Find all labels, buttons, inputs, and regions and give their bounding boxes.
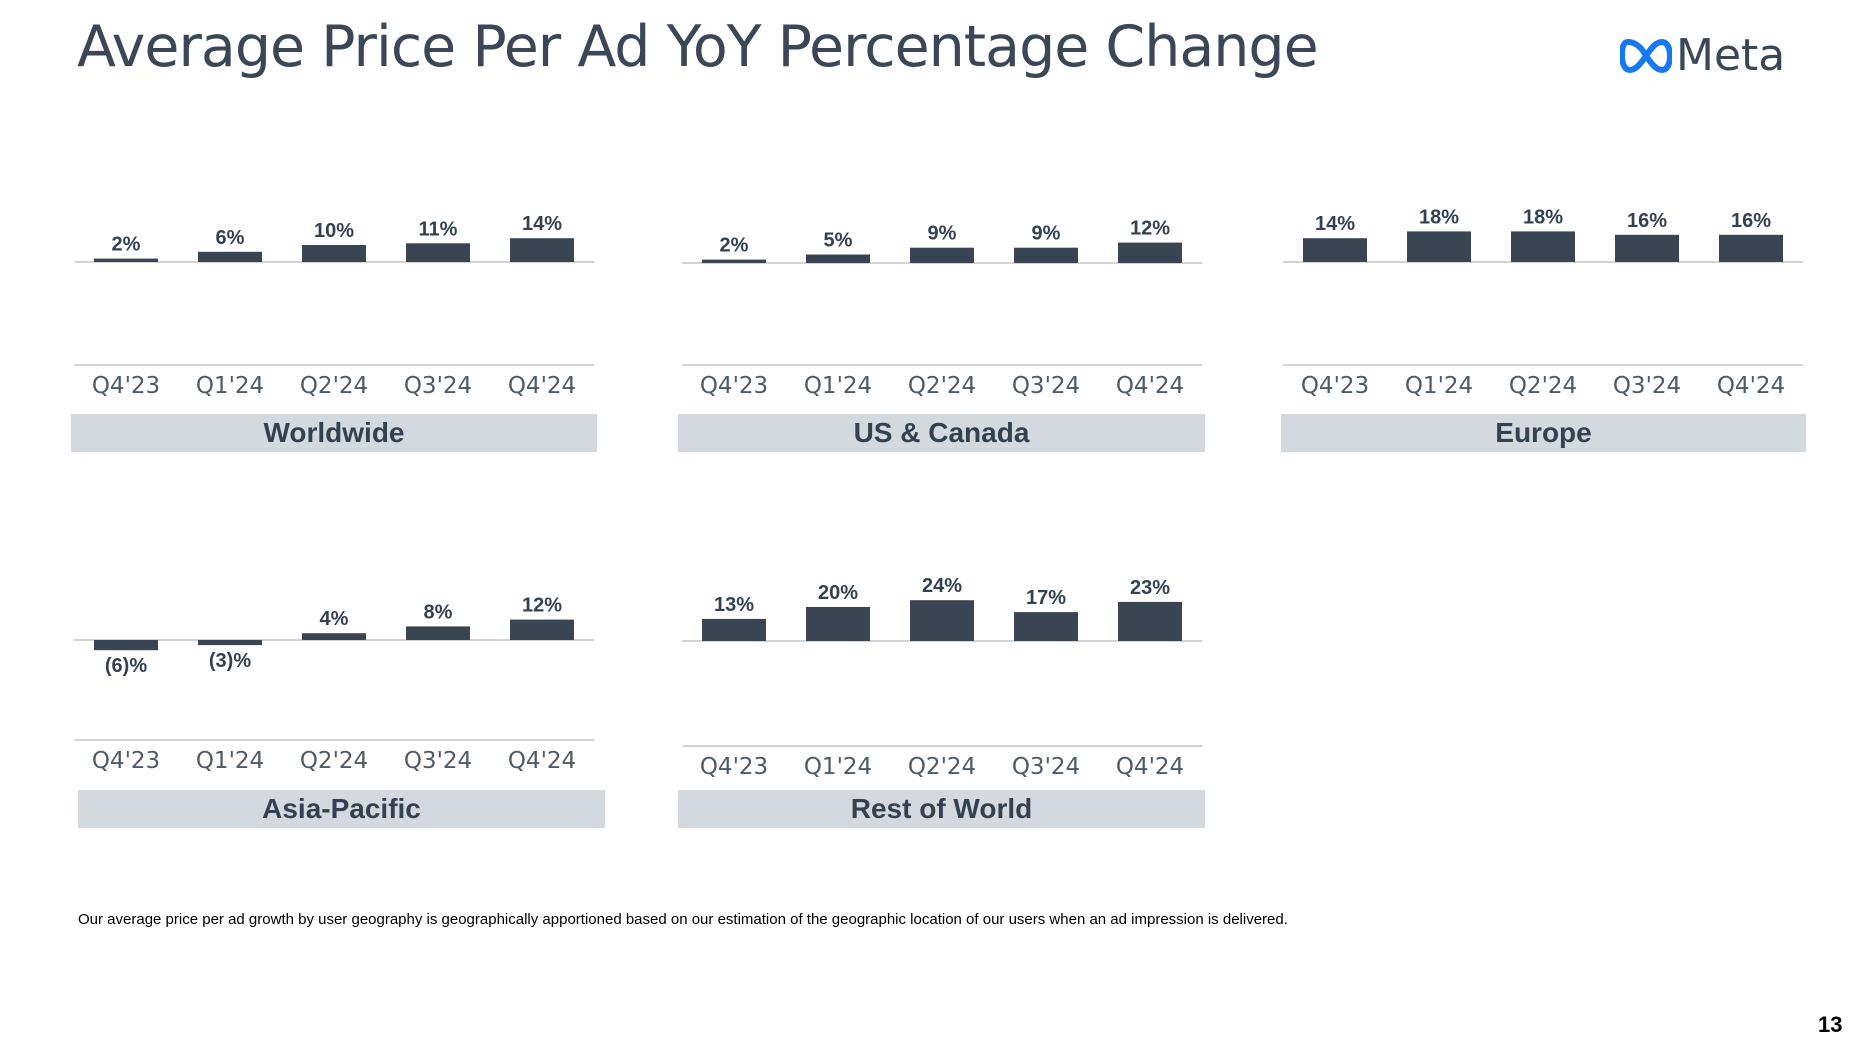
bar	[1407, 231, 1471, 262]
region-label-us-canada: US & Canada	[678, 414, 1205, 452]
data-label: 4%	[320, 608, 349, 630]
category-tick-label: Q3'24	[404, 748, 472, 774]
data-label: 18%	[1523, 206, 1563, 228]
bar	[1014, 612, 1078, 641]
data-label: 5%	[824, 230, 853, 252]
bar	[1615, 234, 1679, 262]
region-label-text: Worldwide	[263, 417, 405, 448]
bar	[910, 600, 974, 641]
bar	[1118, 601, 1182, 641]
bar	[198, 251, 262, 262]
data-label: (3)%	[209, 650, 251, 672]
meta-logo-text: Meta	[1676, 30, 1786, 81]
category-tick-label: Q2'24	[908, 373, 976, 399]
bar	[94, 640, 158, 651]
category-tick-label: Q2'24	[1509, 373, 1577, 399]
data-label: 9%	[928, 223, 957, 245]
bar	[406, 243, 470, 262]
region-label-text: US & Canada	[853, 417, 1030, 448]
category-tick-label: Q3'24	[404, 373, 472, 399]
data-label: 9%	[1032, 223, 1061, 245]
region-label-text: Rest of World	[850, 793, 1033, 824]
region-label-text: Asia-Pacific	[262, 793, 421, 824]
bar	[1719, 234, 1783, 262]
data-label: 18%	[1419, 206, 1459, 228]
category-tick-label: Q1'24	[804, 373, 872, 399]
category-tick-label: Q4'23	[700, 373, 768, 399]
bar	[302, 245, 366, 262]
bar	[1303, 238, 1367, 262]
data-label: 23%	[1130, 577, 1170, 599]
bar	[910, 247, 974, 263]
region-label-asia-pacific: Asia-Pacific	[78, 790, 605, 828]
category-tick-label: Q2'24	[300, 373, 368, 399]
category-tick-label: Q4'24	[1717, 373, 1785, 399]
data-label: 14%	[522, 213, 562, 235]
data-label: 2%	[112, 234, 141, 256]
category-tick-label: Q4'23	[92, 373, 160, 399]
data-label: 12%	[1130, 218, 1170, 240]
category-tick-label: Q1'24	[1405, 373, 1473, 399]
data-label: 2%	[720, 235, 749, 257]
category-tick-label: Q4'23	[92, 748, 160, 774]
data-label: 6%	[216, 227, 245, 249]
category-tick-label: Q2'24	[300, 748, 368, 774]
bar	[702, 259, 766, 263]
chart-worldwide: 2% Q4'23 6% Q1'24 10% Q2'24 11% Q3'24 14% Q4'24	[74, 213, 594, 399]
meta-logo: Meta	[1620, 30, 1785, 81]
bar	[302, 633, 366, 640]
category-tick-label: Q1'24	[196, 373, 264, 399]
bar	[1511, 231, 1575, 262]
category-tick-label: Q3'24	[1012, 754, 1080, 780]
data-label: 11%	[419, 218, 458, 240]
footnote: Our average price per ad growth by user …	[78, 911, 1288, 928]
category-tick-label: Q4'23	[1301, 373, 1369, 399]
bar	[1014, 247, 1078, 263]
bar	[406, 626, 470, 640]
region-label-rest-of-world: Rest of World	[678, 790, 1205, 828]
data-label: 17%	[1026, 587, 1066, 609]
meta-infinity-icon	[1620, 38, 1672, 73]
category-tick-label: Q1'24	[196, 748, 264, 774]
bar	[94, 258, 158, 262]
category-tick-label: Q1'24	[804, 754, 872, 780]
category-tick-label: Q4'24	[508, 373, 576, 399]
data-label: 16%	[1731, 210, 1771, 232]
category-tick-label: Q4'24	[1116, 754, 1184, 780]
page-number: 13	[1818, 1012, 1843, 1037]
data-label: (6)%	[105, 655, 147, 677]
data-label: 8%	[424, 601, 453, 623]
category-tick-label: Q4'24	[508, 748, 576, 774]
data-label: 10%	[314, 220, 354, 242]
data-label: 13%	[714, 594, 754, 616]
category-tick-label: Q2'24	[908, 754, 976, 780]
bar	[1118, 242, 1182, 263]
category-tick-label: Q4'24	[1116, 373, 1184, 399]
data-label: 12%	[522, 595, 562, 617]
category-tick-label: Q3'24	[1012, 373, 1080, 399]
bar	[806, 607, 870, 641]
chart-us-canada: 2% Q4'23 5% Q1'24 9% Q2'24 9% Q3'24 12% Q4'24	[682, 218, 1202, 399]
bar	[806, 254, 870, 263]
category-tick-label: Q3'24	[1613, 373, 1681, 399]
region-label-worldwide: Worldwide	[71, 414, 597, 452]
bar	[510, 238, 574, 262]
bar	[702, 618, 766, 641]
data-label: 20%	[818, 582, 858, 604]
page-title: Average Price Per Ad YoY Percentage Chan…	[77, 14, 1319, 80]
data-label: 24%	[922, 575, 962, 597]
chart-asia-pacific: (6)% Q4'23 (3)% Q1'24 4% Q2'24 8% Q3'24 12% Q4'24	[74, 595, 594, 774]
bar	[198, 640, 262, 646]
region-label-europe: Europe	[1281, 414, 1806, 452]
category-tick-label: Q4'23	[700, 754, 768, 780]
chart-rest-of-world: 13% Q4'23 20% Q1'24 24% Q2'24 17% Q3'24 23% Q4'24	[682, 575, 1202, 780]
region-label-text: Europe	[1495, 417, 1592, 448]
chart-europe: 14% Q4'23 18% Q1'24 18% Q2'24 16% Q3'24 16% Q4'24	[1283, 206, 1803, 399]
data-label: 14%	[1315, 213, 1355, 235]
bar	[510, 619, 574, 640]
data-label: 16%	[1627, 210, 1667, 232]
